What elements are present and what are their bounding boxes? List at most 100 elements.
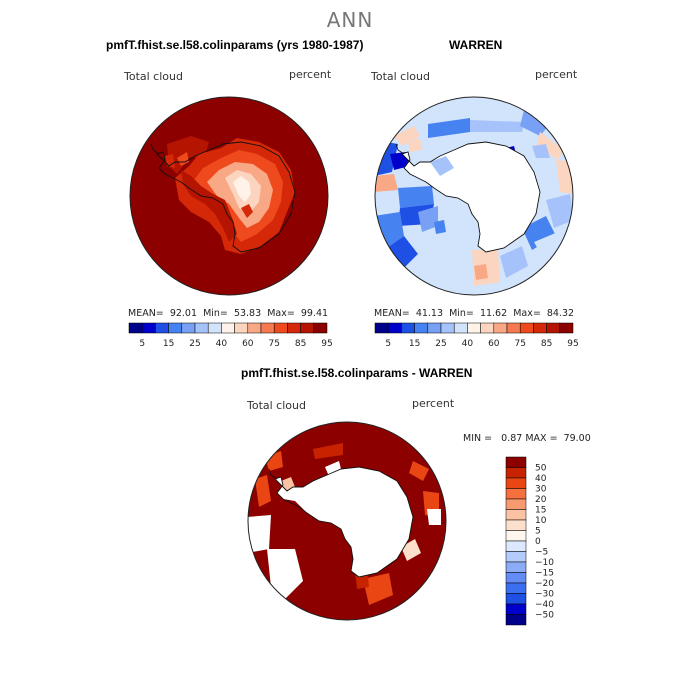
panel1-peninsula-coast xyxy=(150,143,160,155)
panel3-grid-cell xyxy=(409,461,429,481)
panel2-grid-cell xyxy=(474,264,488,280)
panel2-colorbar-tick-label: 25 xyxy=(435,339,446,349)
panel3-colorbar-tick-label: 50 xyxy=(535,464,547,474)
panel2-colorbar-tick-label: 95 xyxy=(567,339,578,349)
panel3-colorbar-swatch xyxy=(505,561,527,573)
panel2-title: WARREN xyxy=(449,38,503,52)
panel3-grid-cell xyxy=(427,509,441,525)
panel3-grid-cell xyxy=(283,499,307,525)
panel3-grid-cell xyxy=(248,515,271,553)
panel1-colorbar-tick-label: 15 xyxy=(163,339,174,349)
panel3-colorbar-swatch xyxy=(505,614,527,626)
panel3-land-mask xyxy=(275,467,413,577)
panel3-colorbar-tick-label: 30 xyxy=(535,485,547,495)
panel2-colorbar-swatch xyxy=(387,322,402,334)
panel2-grid-cell xyxy=(500,246,528,278)
panel3-colorbar-tick-label: 0 xyxy=(535,537,541,547)
panel3-colorbar-tick-label: 20 xyxy=(535,495,547,505)
panel1-colorbar-tick-label: 60 xyxy=(242,339,254,349)
panel3-stats: MIN = 0.87 MAX = 79.00 xyxy=(463,433,591,444)
panel3-polar-map xyxy=(247,421,447,621)
panel1-contour-band xyxy=(167,136,209,174)
panel1-contour-band xyxy=(241,204,253,218)
panel2-grid-cell xyxy=(520,110,550,136)
panel1-colorbar-swatch xyxy=(247,322,262,334)
panel2-grid-cell xyxy=(532,144,550,158)
panel1-colorbar-swatch xyxy=(194,322,209,334)
panel3-colorbar-tick-label: 40 xyxy=(535,474,547,484)
panel2-grid-cell xyxy=(408,138,422,152)
panel2-coastline xyxy=(401,141,541,253)
panel1-colorbar-tick-label: 25 xyxy=(189,339,200,349)
panel3-title: pmfT.fhist.se.l58.colinparams - WARREN xyxy=(241,366,473,380)
panel1-colorbar: 5 15 25 40 60 75 85 95 xyxy=(128,322,333,349)
panel3-colorbar-swatch xyxy=(505,603,527,615)
panel3-colorbar-swatch xyxy=(505,582,527,594)
panel1-colorbar-swatch xyxy=(260,322,275,334)
panel2-colorbar-swatch xyxy=(427,322,442,334)
panel1-min-value: 53.83 xyxy=(233,308,262,319)
panel2-colorbar-swatch xyxy=(374,322,389,334)
panel1-contour-band xyxy=(181,170,237,242)
panel3-grid-cell xyxy=(255,475,271,507)
panel2-grid-cell xyxy=(534,232,564,260)
panel2-grid-cell xyxy=(418,206,438,232)
panel2-colorbar-tick-label: 15 xyxy=(409,339,420,349)
panel3-colorbar-tick-label: −20 xyxy=(535,579,554,589)
panel2-min-value: 11.62 xyxy=(479,308,508,319)
panel1-colorbar-swatch xyxy=(168,322,183,334)
panel2-colorbar-swatch xyxy=(440,322,455,334)
panel1-colorbar-swatch xyxy=(234,322,249,334)
panel2-grid-cell xyxy=(384,236,418,268)
panel2-colorbar-swatch xyxy=(480,322,495,334)
panel3-colorbar-swatch xyxy=(505,477,527,489)
panel1-contour-band xyxy=(177,152,189,166)
panel2-mean-value: 41.13 xyxy=(415,308,444,319)
panel3-colorbar-swatch xyxy=(505,530,527,542)
panel3-colorbar-swatch xyxy=(505,551,527,563)
panel1-colorbar-tick-label: 40 xyxy=(216,339,228,349)
panel2-grid-cell xyxy=(404,254,434,282)
panel3-min-value: 0.87 xyxy=(501,433,523,444)
panel2-colorbar-tick-label: 85 xyxy=(541,339,552,349)
panel1-colorbar-tick-label: 5 xyxy=(139,339,145,349)
panel2-grid-cell xyxy=(434,97,514,110)
figure-supertitle: ANN xyxy=(326,8,374,32)
panel1-variable-label: Total cloud xyxy=(124,70,183,83)
panel2-max-value: 84.32 xyxy=(546,308,575,319)
panel1-colorbar-tick-label: 95 xyxy=(321,339,332,349)
panel1-colorbar-swatch xyxy=(155,322,169,334)
panel2-grid-cell xyxy=(434,220,446,234)
panel3-colorbar-tick-label: −10 xyxy=(535,558,554,568)
panel1-colorbar-swatch xyxy=(273,322,288,334)
panel2-colorbar-tick-label: 60 xyxy=(488,339,500,349)
panel2-colorbar-swatch xyxy=(493,322,508,334)
panel2-colorbar-swatch xyxy=(506,322,521,334)
panel3-colorbar-swatch xyxy=(505,540,527,552)
panel2-colorbar-swatch xyxy=(453,322,468,334)
panel2-colorbar-swatch xyxy=(546,322,561,334)
panel3-colorbar-tick-label: 15 xyxy=(535,506,546,516)
panel2-colorbar-swatch xyxy=(467,322,481,334)
panel3-coastline xyxy=(274,466,414,578)
panel1-colorbar-swatch xyxy=(181,322,196,334)
panel2-grid-cell xyxy=(394,126,420,146)
panel2-colorbar-tick-label: 75 xyxy=(514,339,525,349)
panel1-colorbar-swatch xyxy=(300,322,315,334)
panel1-colorbar-swatch xyxy=(128,322,143,334)
panel3-grid-cell xyxy=(267,549,303,601)
panel3-peninsula-coast xyxy=(268,468,278,480)
panel1-colorbar-swatch xyxy=(141,322,156,334)
panel2-grid-cell xyxy=(536,132,564,160)
panel2-grid-cell xyxy=(470,120,524,132)
panel2-grid-cell xyxy=(375,174,398,192)
panel2-grid-cell xyxy=(430,156,454,176)
panel1-polar-map xyxy=(129,96,329,296)
panel3-colorbar-swatch xyxy=(505,593,527,605)
panel2-grid-cell xyxy=(398,186,434,208)
panel2-colorbar-swatch xyxy=(533,322,547,334)
panel1-stats: MEAN= 92.01 Min= 53.83 Max= 99.41 xyxy=(128,308,329,319)
panel2-peninsula-coast xyxy=(395,143,405,155)
panel1-units-label: percent xyxy=(289,68,332,81)
